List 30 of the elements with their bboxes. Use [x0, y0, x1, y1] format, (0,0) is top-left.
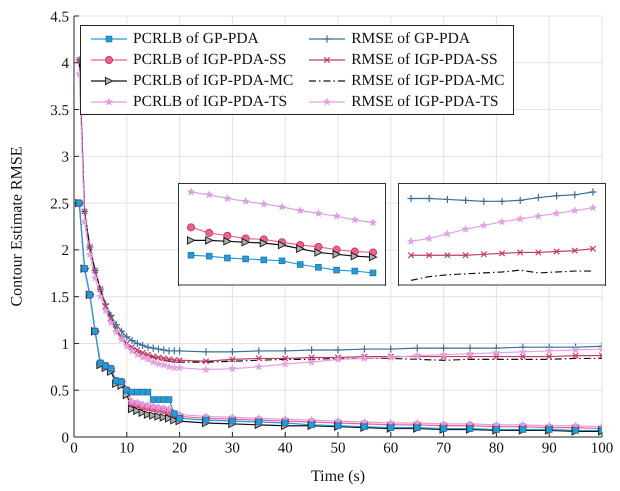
y-tick-label: 4 [62, 56, 70, 72]
legend-label: PCRLB of GP-PDA [133, 30, 259, 48]
y-tick-label: 1 [62, 336, 69, 353]
x-tick-label: 10 [119, 440, 134, 457]
y-axis-title: Contour Estimate RMSE [8, 146, 26, 306]
legend-label: RMSE of IGP-PDA-SS [351, 50, 498, 68]
x-tick-label: 20 [172, 440, 188, 457]
x-axis-title: Time (s) [310, 468, 366, 485]
x-tick-label: 30 [224, 440, 240, 457]
x-tick-label: 100 [590, 440, 614, 457]
legend-label: PCRLB of IGP-PDA-SS [133, 50, 286, 68]
x-tick-label: 70 [436, 440, 452, 457]
x-tick-label: 90 [542, 440, 557, 457]
x-tick-label: 50 [330, 440, 346, 457]
y-tick-label: 2.5 [50, 196, 69, 212]
x-tick-label: 40 [278, 440, 293, 457]
legend-label: PCRLB of IGP-PDA-MC [133, 72, 294, 90]
y-tick-label: 3 [62, 150, 69, 166]
x-tick-label: 80 [488, 440, 504, 457]
legend-label: RMSE of IGP-PDA-MC [351, 72, 505, 90]
y-tick-label: 0 [62, 430, 69, 446]
legend-label: RMSE of IGP-PDA-TS [351, 92, 498, 110]
legend-label: PCRLB of IGP-PDA-TS [133, 92, 288, 110]
y-tick-label: 3.5 [50, 102, 69, 119]
y-tick-label: 4.5 [50, 9, 69, 26]
y-tick-label: 0.5 [50, 384, 69, 400]
x-tick-label: 60 [383, 440, 398, 457]
y-tick-label: 1.5 [50, 290, 69, 306]
legend-label: RMSE of GP-PDA [351, 30, 470, 48]
y-tick-label: 2 [62, 243, 69, 260]
